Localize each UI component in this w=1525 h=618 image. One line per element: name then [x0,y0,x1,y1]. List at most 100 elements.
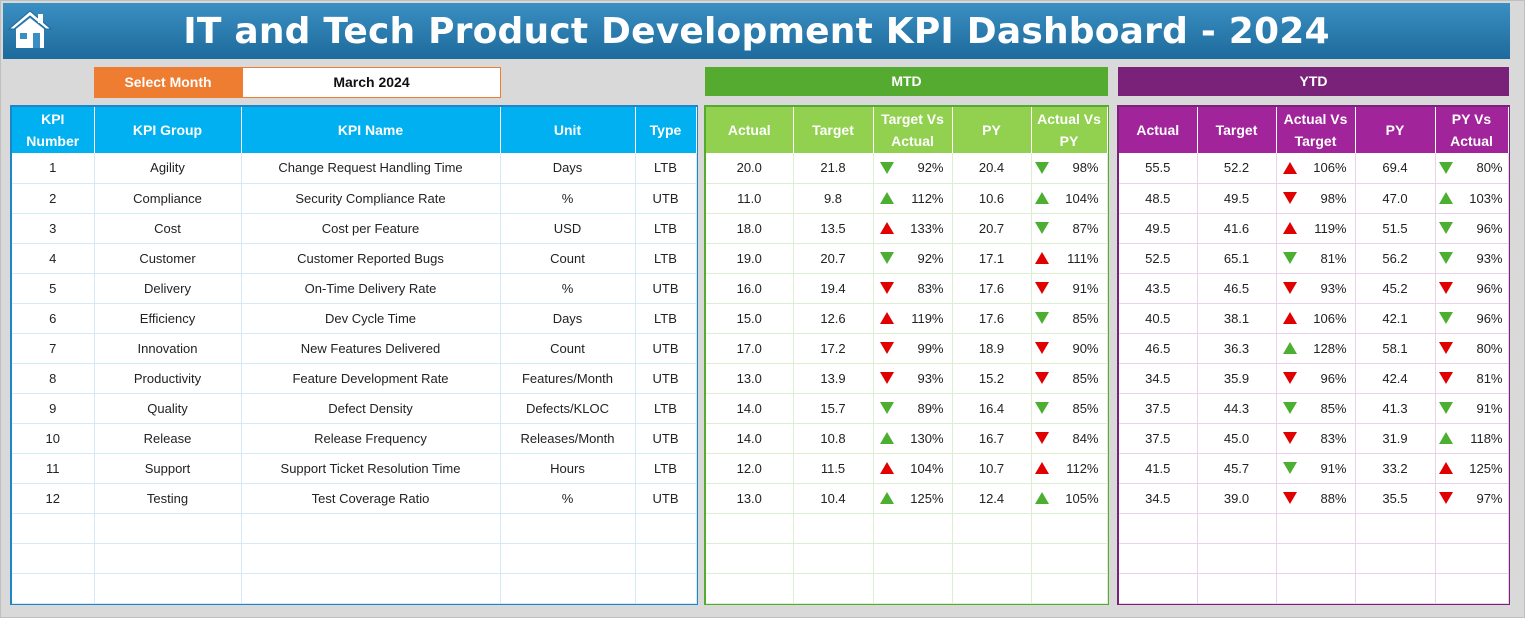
percent-value: 93% [1476,250,1503,266]
table-row: 15.0 12.6 119% 17.6 85% [706,303,1108,334]
percent-value: 83% [917,280,944,296]
arrow-down-icon [879,342,894,355]
kpi-unit: % [500,273,636,304]
empty-cell [1197,543,1277,574]
month-select[interactable]: March 2024 [242,67,501,98]
arrow-down-icon [1438,161,1453,174]
ytd-py-vs-actual: 96% [1435,273,1509,304]
kpi-name: On-Time Delivery Rate [241,273,501,304]
ytd-py-vs-actual: 96% [1435,303,1509,334]
col-header: Target [793,107,874,153]
table-row: 11.0 9.8 112% 10.6 104% [706,183,1108,214]
empty-cell [1031,513,1108,544]
kpi-number: 1 [12,153,95,184]
ytd-py: 69.4 [1355,153,1436,184]
percent-value: 96% [1476,280,1503,296]
arrow-down-icon [1438,222,1453,235]
mtd-target-vs-actual: 92% [873,243,953,274]
ytd-actual-vs-target: 83% [1276,423,1356,454]
kpi-number: 2 [12,183,95,214]
mtd-py: 20.7 [952,213,1032,244]
empty-cell [873,573,953,604]
kpi-unit: Defects/KLOC [500,393,636,424]
mtd-actual-vs-py: 85% [1031,393,1108,424]
ytd-actual: 49.5 [1119,213,1198,244]
percent-value: 90% [1072,340,1099,356]
percent-value: 111% [1067,250,1099,266]
table-row: 6 Efficiency Dev Cycle Time Days LTB [12,303,697,334]
empty-cell [706,513,794,544]
table-row: 13.0 13.9 93% 15.2 85% [706,363,1108,394]
empty-cell [12,543,95,574]
mtd-py: 12.4 [952,483,1032,514]
ytd-actual: 34.5 [1119,363,1198,394]
ytd-py-vs-actual: 118% [1435,423,1509,454]
percent-value: 118% [1470,430,1503,446]
empty-cell [873,513,953,544]
empty-cell [1276,543,1356,574]
empty-cell [241,573,501,604]
table-row: 20.0 21.8 92% 20.4 98% [706,153,1108,184]
mtd-target-vs-actual: 89% [873,393,953,424]
percent-value: 87% [1072,220,1099,236]
kpi-number: 10 [12,423,95,454]
arrow-down-icon [1034,282,1049,295]
percent-value: 93% [1320,280,1347,296]
table-row: 34.5 39.0 88% 35.5 97% [1119,483,1509,514]
arrow-down-icon [1034,312,1049,325]
arrow-down-icon [1034,222,1049,235]
arrow-down-icon [1282,432,1297,445]
mtd-target: 13.9 [793,363,874,394]
mtd-actual: 19.0 [706,243,794,274]
ytd-actual-vs-target: 88% [1276,483,1356,514]
mtd-actual: 17.0 [706,333,794,364]
empty-cell [500,513,636,544]
percent-value: 128% [1313,340,1347,356]
arrow-up-icon [1034,492,1049,505]
empty-cell [1276,573,1356,604]
home-button[interactable] [7,8,53,52]
kpi-unit: Hours [500,453,636,484]
percent-value: 85% [1072,370,1099,386]
empty-cell [873,543,953,574]
ytd-table: Actual Target Actual Vs Target PY PY Vs … [1117,105,1510,605]
ytd-actual: 37.5 [1119,423,1198,454]
select-month-label: Select Month [94,67,242,98]
ytd-py: 51.5 [1355,213,1436,244]
empty-cell [241,543,501,574]
ytd-actual: 43.5 [1119,273,1198,304]
mtd-py: 17.6 [952,273,1032,304]
kpi-name: Defect Density [241,393,501,424]
ytd-py-vs-actual: 93% [1435,243,1509,274]
ytd-target: 65.1 [1197,243,1277,274]
col-header: Unit [500,107,636,153]
mtd-actual: 15.0 [706,303,794,334]
percent-value: 96% [1320,370,1347,386]
empty-row [12,513,697,544]
mtd-actual-vs-py: 90% [1031,333,1108,364]
kpi-type: LTB [635,243,697,274]
kpi-number: 9 [12,393,95,424]
ytd-target: 41.6 [1197,213,1277,244]
ytd-py-vs-actual: 97% [1435,483,1509,514]
col-header: Type [635,107,697,153]
percent-value: 81% [1320,250,1347,266]
empty-cell [1355,573,1436,604]
kpi-type: UTB [635,363,697,394]
percent-value: 85% [1072,400,1099,416]
table-row: 7 Innovation New Features Delivered Count UT… [12,333,697,364]
ytd-actual-vs-target: 98% [1276,183,1356,214]
percent-value: 92% [917,250,944,266]
mtd-actual: 18.0 [706,213,794,244]
percent-value: 81% [1476,370,1503,386]
mtd-actual-vs-py: 104% [1031,183,1108,214]
kpi-name: Security Compliance Rate [241,183,501,214]
empty-cell [635,513,697,544]
kpi-group: Innovation [94,333,242,364]
empty-cell [952,543,1032,574]
arrow-down-icon [1438,312,1453,325]
empty-cell [241,513,501,544]
empty-cell [12,513,95,544]
arrow-up-icon [1034,192,1049,205]
ytd-target: 39.0 [1197,483,1277,514]
